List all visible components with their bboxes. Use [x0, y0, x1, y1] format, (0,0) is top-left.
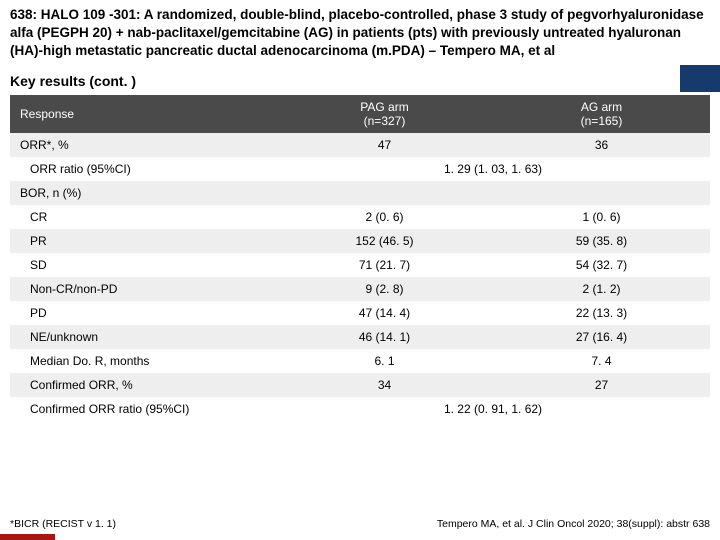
th-pag-line1: PAG arm	[360, 100, 408, 114]
row-value-span: 1. 29 (1. 03, 1. 63)	[276, 157, 710, 181]
row-value-ag: 27 (16. 4)	[493, 325, 710, 349]
footnote-left: *BICR (RECIST v 1. 1)	[10, 518, 116, 530]
row-value-pag: 47	[276, 133, 493, 157]
row-value-ag: 36	[493, 133, 710, 157]
row-value-ag: 54 (32. 7)	[493, 253, 710, 277]
row-value-ag	[493, 181, 710, 205]
row-value-pag	[276, 181, 493, 205]
table-row: BOR, n (%)	[10, 181, 710, 205]
subtitle: Key results (cont. )	[0, 65, 720, 95]
table-body: ORR*, %4736ORR ratio (95%CI)1. 29 (1. 03…	[10, 133, 710, 421]
table-row: Non-CR/non-PD9 (2. 8)2 (1. 2)	[10, 277, 710, 301]
row-label: Non-CR/non-PD	[10, 277, 276, 301]
th-pag-line2: (n=327)	[364, 114, 406, 128]
table-row: CR2 (0. 6)1 (0. 6)	[10, 205, 710, 229]
row-value-pag: 47 (14. 4)	[276, 301, 493, 325]
table-row: ORR*, %4736	[10, 133, 710, 157]
table-row: Confirmed ORR ratio (95%CI)1. 22 (0. 91,…	[10, 397, 710, 421]
row-label: BOR, n (%)	[10, 181, 276, 205]
row-label: CR	[10, 205, 276, 229]
row-label: PD	[10, 301, 276, 325]
row-label: SD	[10, 253, 276, 277]
table-row: PD47 (14. 4)22 (13. 3)	[10, 301, 710, 325]
row-value-pag: 34	[276, 373, 493, 397]
row-value-pag: 2 (0. 6)	[276, 205, 493, 229]
row-value-span: 1. 22 (0. 91, 1. 62)	[276, 397, 710, 421]
row-label: NE/unknown	[10, 325, 276, 349]
red-accent-block	[0, 534, 55, 540]
title-bar: 638: HALO 109 -301: A randomized, double…	[0, 0, 720, 65]
row-value-ag: 27	[493, 373, 710, 397]
row-value-ag: 7. 4	[493, 349, 710, 373]
row-label: Median Do. R, months	[10, 349, 276, 373]
table-row: Confirmed ORR, %3427	[10, 373, 710, 397]
row-value-pag: 9 (2. 8)	[276, 277, 493, 301]
table-row: PR152 (46. 5)59 (35. 8)	[10, 229, 710, 253]
row-value-pag: 6. 1	[276, 349, 493, 373]
row-label: PR	[10, 229, 276, 253]
row-value-ag: 59 (35. 8)	[493, 229, 710, 253]
row-label: Confirmed ORR, %	[10, 373, 276, 397]
row-value-ag: 22 (13. 3)	[493, 301, 710, 325]
page-title: 638: HALO 109 -301: A randomized, double…	[10, 6, 710, 61]
footnote-right: Tempero MA, et al. J Clin Oncol 2020; 38…	[437, 518, 710, 530]
table-row: Median Do. R, months6. 17. 4	[10, 349, 710, 373]
results-table: Response PAG arm (n=327) AG arm (n=165) …	[10, 95, 710, 422]
th-response: Response	[10, 95, 276, 134]
th-pag-arm: PAG arm (n=327)	[276, 95, 493, 134]
row-label: ORR ratio (95%CI)	[10, 157, 276, 181]
row-value-pag: 152 (46. 5)	[276, 229, 493, 253]
row-value-pag: 46 (14. 1)	[276, 325, 493, 349]
row-value-ag: 1 (0. 6)	[493, 205, 710, 229]
th-ag-line2: (n=165)	[581, 114, 623, 128]
row-value-ag: 2 (1. 2)	[493, 277, 710, 301]
th-ag-line1: AG arm	[581, 100, 622, 114]
row-label: Confirmed ORR ratio (95%CI)	[10, 397, 276, 421]
footnote-row: *BICR (RECIST v 1. 1) Tempero MA, et al.…	[0, 518, 720, 530]
table-row: ORR ratio (95%CI)1. 29 (1. 03, 1. 63)	[10, 157, 710, 181]
table-header-row: Response PAG arm (n=327) AG arm (n=165)	[10, 95, 710, 134]
th-ag-arm: AG arm (n=165)	[493, 95, 710, 134]
row-label: ORR*, %	[10, 133, 276, 157]
table-row: SD71 (21. 7)54 (32. 7)	[10, 253, 710, 277]
row-value-pag: 71 (21. 7)	[276, 253, 493, 277]
table-row: NE/unknown46 (14. 1)27 (16. 4)	[10, 325, 710, 349]
